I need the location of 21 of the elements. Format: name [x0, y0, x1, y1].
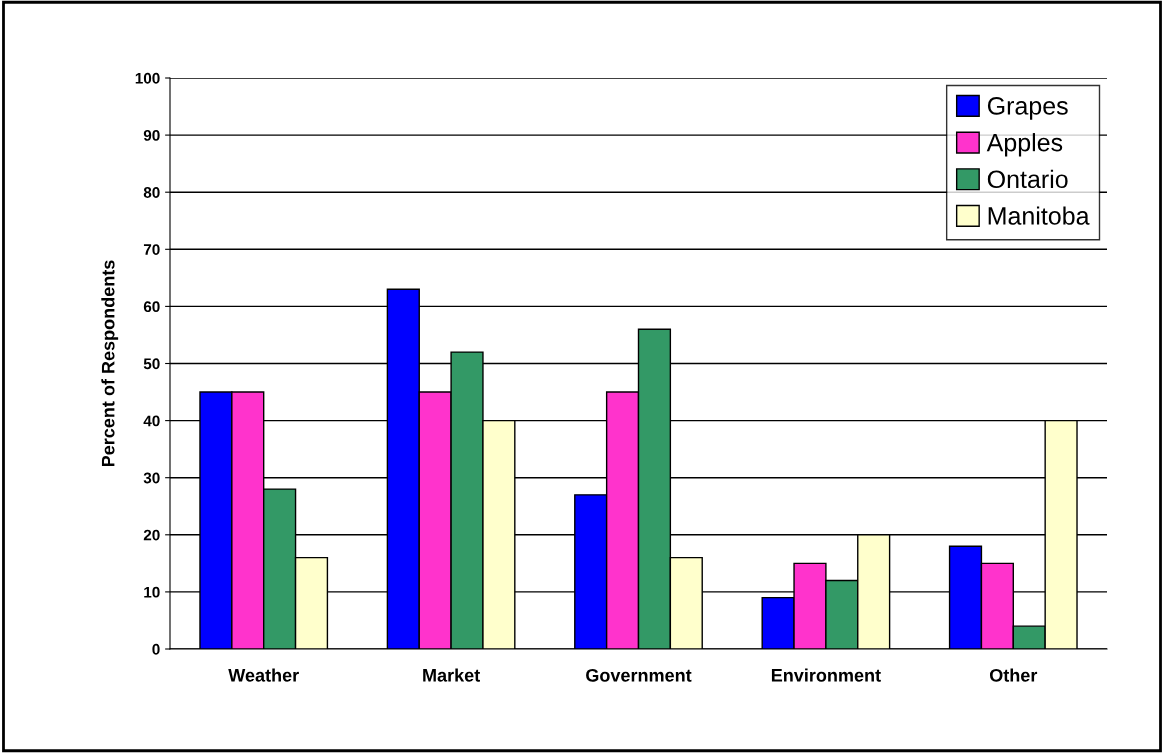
y-tick-label: 20 [143, 529, 160, 541]
y-tick-label: 70 [143, 244, 160, 255]
y-tick-label: 100 [135, 72, 160, 84]
y-tick-label: 40 [143, 415, 160, 427]
y-axis-title: Percent of Respondents [101, 260, 119, 467]
y-tick-label: 10 [144, 586, 160, 598]
x-tick-label: Weather [228, 668, 299, 682]
y-tick-label: 30 [143, 472, 160, 484]
x-tick-label: Government [586, 668, 692, 682]
y-tick-label: 90 [143, 129, 160, 141]
y-tick-label: 0 [152, 643, 160, 655]
y-tick-label: 80 [143, 187, 160, 198]
x-tick-label: Environment [771, 668, 881, 682]
legend-label: Manitoba [988, 206, 1090, 225]
legend-label: Grapes [987, 97, 1068, 120]
y-tick-label: 60 [143, 301, 160, 313]
x-tick-label: Market [423, 668, 480, 682]
legend-label: Ontario [987, 169, 1068, 189]
y-tick-label: 50 [143, 358, 160, 370]
legend-label: Apples [986, 133, 1063, 157]
x-tick-label: Other [989, 668, 1038, 682]
